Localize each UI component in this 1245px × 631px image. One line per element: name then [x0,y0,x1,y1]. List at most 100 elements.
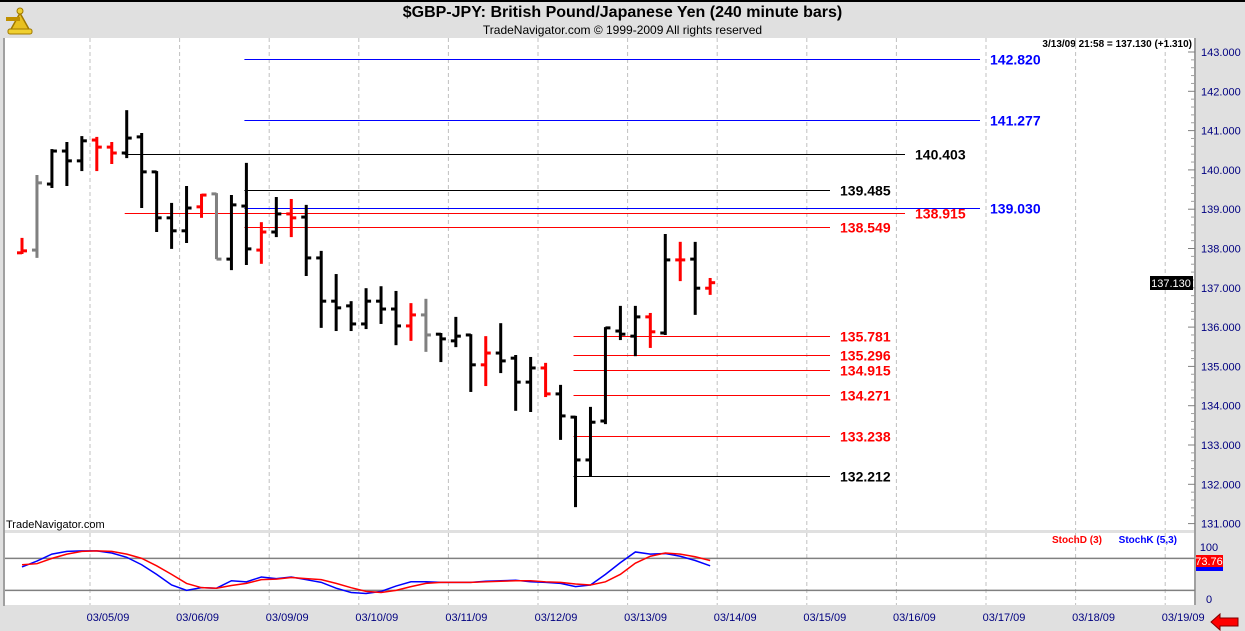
chart-subtitle: TradeNavigator.com © 1999-2009 All right… [482,23,763,37]
scroll-right-arrow-icon[interactable] [1210,612,1239,631]
ohlc-bar [510,355,521,411]
date-tick-label: 03/13/09 [624,612,667,624]
level-lines: 142.820 141.277 140.403 139.485 139.030 138.9… [124,52,1041,485]
ohlc-bar [181,186,192,243]
ohlc-bar [435,332,446,363]
legend-stochk: StochK (5,3) [1119,535,1177,546]
level-label: 133.238 [840,429,891,445]
legend-stochd: StochD (3) [1052,535,1102,546]
date-tick-label: 03/17/09 [983,612,1026,624]
ohlc-bar [660,233,671,335]
level-label: 139.485 [840,183,891,199]
date-tick-label: 03/15/09 [803,612,846,624]
ohlc-bar [136,132,147,209]
price-axis[interactable]: 143.000 142.000 141.000 140.000 139.000 138.0… [1188,47,1241,531]
stochk-line [21,550,711,595]
price-tick-label: 142.000 [1201,86,1241,98]
ohlc-bar [196,193,207,218]
ohlc-bar [645,312,656,348]
watermark-text: TradeNavigator.com [6,519,105,531]
ohlc-bar [61,141,72,187]
price-tick-label: 136.000 [1201,322,1241,334]
level-label: 134.915 [840,363,891,379]
ohlc-bar [166,202,177,249]
level-label: 134.271 [840,388,891,404]
date-tick-label: 03/05/09 [87,612,130,624]
date-tick-label: 03/16/09 [893,612,936,624]
ohlc-bar [420,298,431,352]
price-tick-label: 133.000 [1201,440,1241,452]
ohlc-bar [76,136,87,172]
ohlc-bar [705,277,716,295]
ohlc-bar [17,237,27,255]
ohlc-bar [46,149,57,188]
level-label: 138.915 [915,206,966,222]
chart-title: $GBP-JPY: British Pound/Japanese Yen (24… [402,4,843,21]
date-tick-label: 03/18/09 [1072,612,1115,624]
ohlc-bar [630,305,641,357]
ohlc-bar [31,175,42,258]
ohlc-bar [450,316,461,348]
ohlc-bar [525,356,536,412]
price-tick-label: 134.000 [1201,401,1241,413]
price-tick-label: 143.000 [1201,47,1241,59]
ohlc-bar [376,286,387,324]
price-tick-label: 139.000 [1201,204,1241,216]
ohlc-bar [211,192,222,261]
date-tick-label: 03/11/09 [445,612,487,624]
stochd-line [21,550,711,594]
ohlc-bar [570,415,581,508]
ohlc-bar [600,326,611,425]
level-label: 139.030 [990,201,1041,217]
level-label: 135.296 [840,348,891,364]
last-price-box [1150,276,1193,290]
ohlc-bar [495,323,506,374]
stochastic-lines [5,550,1195,595]
stochastic-panel [5,533,1195,605]
ohlc-bar [286,198,297,238]
level-label: 141.277 [990,113,1041,129]
ohlc-bar [675,241,686,282]
ohlc-bar [346,301,357,332]
ohlc-bar [106,141,117,165]
ohlc-bar [480,336,491,387]
price-tick-label: 131.000 [1201,519,1241,531]
level-label: 138.549 [840,220,891,236]
ohlc-bar [241,162,252,266]
ohlc-bar [361,288,372,330]
ohlc-bar [271,197,282,238]
ohlc-bar [465,333,476,392]
date-tick-label: 03/12/09 [535,612,578,624]
date-tick-label: 03/10/09 [355,612,398,624]
level-label: 142.820 [990,52,1041,68]
ohlc-bar [256,222,267,264]
ohlc-bar [91,136,102,172]
sextant-logo-icon [6,7,33,35]
level-label: 132.212 [840,469,891,485]
date-tick-label: 03/09/09 [266,612,309,624]
chart-header: $GBP-JPY: British Pound/Japanese Yen (24… [0,2,1245,38]
ohlc-bar [226,195,237,271]
date-axis[interactable]: 03/05/09 03/06/09 03/09/09 03/10/09 03/11/09… [87,612,1205,624]
price-tick-label: 141.000 [1201,126,1241,138]
price-bars [17,110,716,508]
ohlc-bar [331,274,342,332]
ohlc-bar [690,241,701,315]
ohlc-bar [585,406,596,477]
date-tick-label: 03/06/09 [176,612,219,624]
price-tick-label: 132.000 [1201,479,1241,491]
ohlc-bar [555,384,566,440]
stoch-tick-0: 0 [1206,594,1212,606]
ohlc-bar [391,290,401,346]
ohlc-bar [316,250,327,328]
price-tick-label: 137.000 [1201,283,1241,295]
stochd-value-box [1196,555,1223,567]
price-tick-label: 138.000 [1201,244,1241,256]
level-label: 140.403 [915,147,966,163]
level-label: 135.781 [840,329,891,345]
price-tick-label: 135.000 [1201,361,1241,373]
ohlc-bar [405,303,416,341]
date-tick-label: 03/14/09 [714,612,757,624]
date-tick-label: 03/19/09 [1162,612,1205,624]
